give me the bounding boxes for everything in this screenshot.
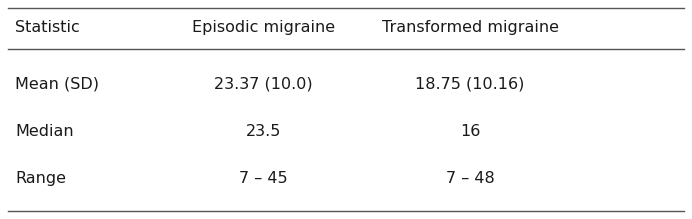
Text: 7 – 48: 7 – 48 [446,171,495,186]
Text: 7 – 45: 7 – 45 [239,171,288,186]
Text: Statistic: Statistic [15,20,80,35]
Text: 23.37 (10.0): 23.37 (10.0) [214,76,313,91]
Text: 16: 16 [460,124,480,139]
Text: 18.75 (10.16): 18.75 (10.16) [415,76,525,91]
Text: Transformed migraine: Transformed migraine [381,20,558,35]
Text: Mean (SD): Mean (SD) [15,76,99,91]
Text: Episodic migraine: Episodic migraine [192,20,335,35]
Text: 23.5: 23.5 [246,124,281,139]
Text: Median: Median [15,124,74,139]
Text: Range: Range [15,171,66,186]
